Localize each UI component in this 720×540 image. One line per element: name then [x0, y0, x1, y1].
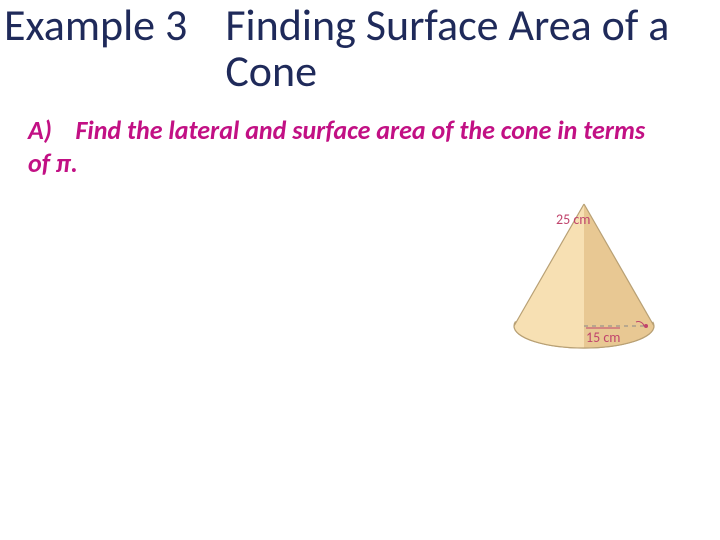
example-label: Example 3	[4, 2, 187, 48]
slide: Example 3 Finding Surface Area of a Cone…	[0, 0, 720, 540]
cone-svg: 25 cm 15 cm	[486, 194, 686, 366]
title-row: Example 3 Finding Surface Area of a Cone	[4, 2, 716, 94]
question-text: A) Find the lateral and surface area of …	[28, 114, 648, 179]
cone-figure: 25 cm 15 cm	[486, 194, 686, 366]
slant-label: 25 cm	[556, 211, 590, 228]
question-body: Find the lateral and surface area of the…	[28, 114, 645, 179]
main-title: Finding Surface Area of a Cone	[225, 2, 716, 94]
radius-label: 15 cm	[586, 329, 620, 346]
cone-center-dot	[644, 324, 648, 328]
question-letter: A)	[28, 114, 52, 146]
